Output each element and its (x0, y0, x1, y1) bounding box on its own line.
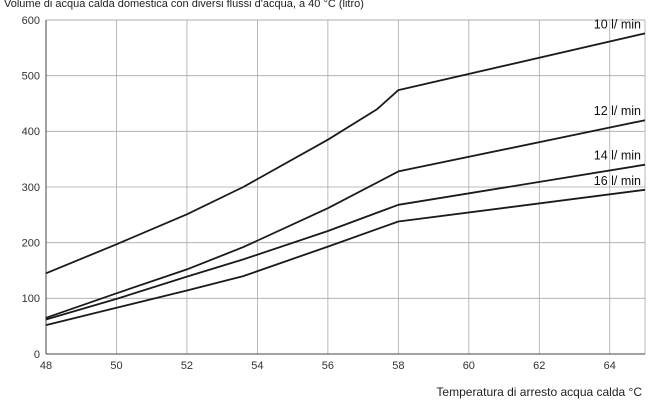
x-tick-label: 64 (604, 360, 616, 372)
series-label: 14 l/ min (594, 149, 641, 163)
series-line (45, 119, 646, 319)
axes: 0 100 200 300 400 500 600 48 50 52 54 56 58 60 62 64 (22, 15, 645, 372)
series-lines (45, 32, 646, 326)
y-tick-label: 600 (22, 15, 40, 27)
x-tick-label: 52 (181, 360, 193, 372)
series-label: 12 l/ min (594, 104, 641, 118)
series-line (45, 32, 646, 275)
x-tick-label: 48 (40, 360, 52, 372)
y-tick-label: 100 (22, 293, 40, 305)
y-tick-label: 400 (22, 126, 40, 138)
x-tick-label: 56 (322, 360, 334, 372)
y-tick-label: 300 (22, 182, 40, 194)
x-axis-label: Temperatura di arresto acqua calda °C (436, 385, 642, 399)
y-tick-label: 500 (22, 71, 40, 83)
y-tick-label: 200 (22, 238, 40, 250)
series-line (45, 163, 646, 321)
x-tick-label: 54 (251, 360, 263, 372)
series-label: 16 l/ min (594, 174, 641, 188)
series-labels: 10 l/ min 12 l/ min 14 l/ min 16 l/ min (594, 17, 641, 187)
x-tick-label: 58 (392, 360, 404, 372)
chart-title: Volume di acqua calda domestica con dive… (4, 0, 364, 10)
x-tick-label: 50 (110, 360, 122, 372)
x-tick-label: 60 (463, 360, 475, 372)
x-tick-label: 62 (533, 360, 545, 372)
series-line (45, 188, 646, 326)
series-label: 10 l/ min (594, 17, 641, 31)
y-tick-label: 0 (34, 349, 40, 361)
